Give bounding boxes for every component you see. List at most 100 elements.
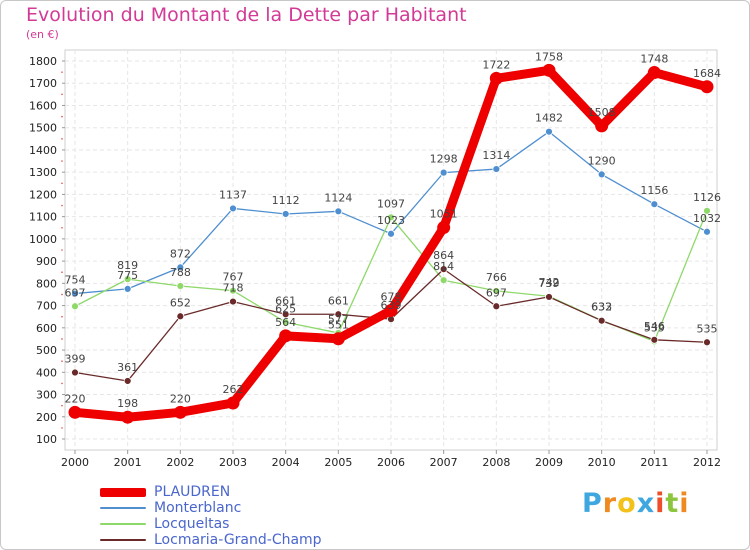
- data-label-locmaria-grand-champ: 546: [644, 320, 665, 333]
- legend: PLAUDREN Monterblanc Locqueltas Locmaria-Gr…: [100, 484, 322, 548]
- data-point-locmaria-grand-champ: [492, 302, 501, 311]
- data-label-locqueltas: 1097: [377, 197, 405, 210]
- data-point-locqueltas: [176, 282, 185, 290]
- data-point-monterblanc: [597, 170, 606, 179]
- y-minor-tick: [61, 138, 63, 140]
- x-tick-label: 2006: [377, 456, 405, 469]
- data-label-plaudren: 198: [117, 397, 138, 410]
- data-point-monterblanc: [123, 285, 132, 293]
- data-label-locmaria-grand-champ: 361: [117, 361, 138, 374]
- y-tick-label: 600: [36, 322, 57, 335]
- y-minor-tick: [61, 226, 63, 229]
- legend-swatch: [100, 487, 146, 497]
- y-minor-tick: [61, 382, 63, 385]
- data-point-locqueltas: [387, 213, 395, 222]
- logo-letter: t: [665, 488, 680, 519]
- data-point-plaudren: [226, 396, 240, 410]
- data-label-locmaria-grand-champ: 639: [381, 299, 402, 312]
- data-point-monterblanc: [492, 165, 501, 173]
- data-point-locmaria-grand-champ: [703, 338, 711, 347]
- data-label-locmaria-grand-champ: 718: [223, 282, 244, 295]
- data-label-locqueltas: 766: [486, 271, 507, 284]
- data-point-locmaria-grand-champ: [229, 297, 237, 306]
- data-label-plaudren: 220: [65, 392, 86, 405]
- y-minor-tick: [61, 204, 63, 207]
- data-labels: 220 198 220 262 564 551 678 1051 1722 1758 1508 174…: [65, 50, 722, 410]
- data-point-locqueltas: [439, 276, 448, 285]
- data-point-locqueltas: [492, 287, 501, 295]
- data-point-plaudren: [331, 332, 345, 346]
- x-tick-label: 2003: [219, 456, 247, 469]
- data-point-locmaria-grand-champ: [176, 312, 185, 321]
- data-label-plaudren: 1051: [430, 208, 458, 221]
- data-label-locqueltas: 1126: [693, 191, 721, 204]
- legend-swatch: [100, 539, 146, 541]
- data-point-monterblanc: [545, 127, 553, 136]
- x-tick-label: 2000: [61, 456, 89, 469]
- data-point-plaudren: [121, 410, 135, 424]
- legend-swatch: [100, 523, 146, 525]
- y-tick-label: 1500: [29, 122, 57, 135]
- logo-letter: o: [617, 488, 637, 519]
- data-label-monterblanc: 1314: [482, 149, 510, 162]
- data-point-monterblanc: [703, 227, 711, 236]
- data-label-monterblanc: 1032: [693, 212, 721, 225]
- data-label-monterblanc: 1137: [219, 188, 247, 201]
- legend-label: Locmaria-Grand-Champ: [154, 532, 322, 548]
- x-tick-label: 2011: [640, 456, 668, 469]
- data-point-plaudren: [700, 80, 714, 94]
- data-point-monterblanc: [281, 210, 290, 218]
- data-label-locmaria-grand-champ: 864: [433, 249, 454, 262]
- x-tick-label: 2008: [482, 456, 510, 469]
- y-tick-label: 700: [36, 300, 57, 313]
- data-label-plaudren: 1722: [482, 58, 510, 71]
- legend-item-locmaria-grand-champ: Locmaria-Grand-Champ: [100, 532, 322, 548]
- x-tick-label: 2009: [535, 456, 563, 469]
- y-tick-label: 1300: [29, 166, 57, 179]
- x-tick-label: 2002: [166, 456, 194, 469]
- data-point-locqueltas: [281, 318, 290, 327]
- legend-swatch: [100, 507, 146, 509]
- logo-letter: i: [655, 488, 666, 519]
- data-label-monterblanc: 1156: [640, 184, 668, 197]
- series-lines: [68, 63, 714, 424]
- data-point-locmaria-grand-champ: [334, 310, 343, 319]
- x-tick-label: 2007: [430, 456, 458, 469]
- data-label-locmaria-grand-champ: 399: [65, 353, 86, 366]
- data-point-locqueltas: [703, 206, 711, 215]
- data-point-locmaria-grand-champ: [650, 335, 659, 344]
- data-point-monterblanc: [387, 229, 395, 238]
- data-point-locmaria-grand-champ: [597, 316, 606, 325]
- data-point-plaudren: [595, 119, 609, 133]
- y-tick-label: 1700: [29, 77, 57, 90]
- data-point-monterblanc: [71, 289, 79, 298]
- data-point-locqueltas: [71, 302, 79, 311]
- data-point-plaudren: [489, 71, 503, 85]
- y-tick-label: 100: [36, 433, 57, 446]
- y-tick-label: 900: [36, 255, 57, 268]
- y-tick-label: 1600: [29, 99, 57, 112]
- data-label-monterblanc: 1023: [377, 214, 405, 227]
- data-point-locmaria-grand-champ: [439, 265, 448, 274]
- x-tick-label: 2010: [588, 456, 616, 469]
- data-point-plaudren: [68, 405, 82, 419]
- y-minor-tick: [61, 160, 63, 162]
- data-point-plaudren: [384, 303, 398, 317]
- legend-label: PLAUDREN: [154, 484, 231, 500]
- y-minor-tick: [61, 315, 63, 318]
- data-point-monterblanc: [334, 207, 343, 216]
- x-tick-label: 2012: [693, 456, 721, 469]
- data-label-plaudren: 1758: [535, 50, 563, 63]
- data-label-monterblanc: 775: [117, 269, 138, 282]
- y-minor-tick: [61, 182, 63, 185]
- y-tick-label: 1400: [29, 144, 57, 157]
- data-label-locqueltas: 697: [65, 286, 86, 299]
- data-label-plaudren: 1684: [693, 67, 721, 80]
- data-label-plaudren: 1508: [588, 106, 616, 119]
- y-minor-tick: [61, 427, 63, 429]
- data-label-monterblanc: 754: [65, 274, 86, 287]
- y-tick-label: 1000: [29, 233, 57, 246]
- data-label-locqueltas: 625: [275, 302, 296, 315]
